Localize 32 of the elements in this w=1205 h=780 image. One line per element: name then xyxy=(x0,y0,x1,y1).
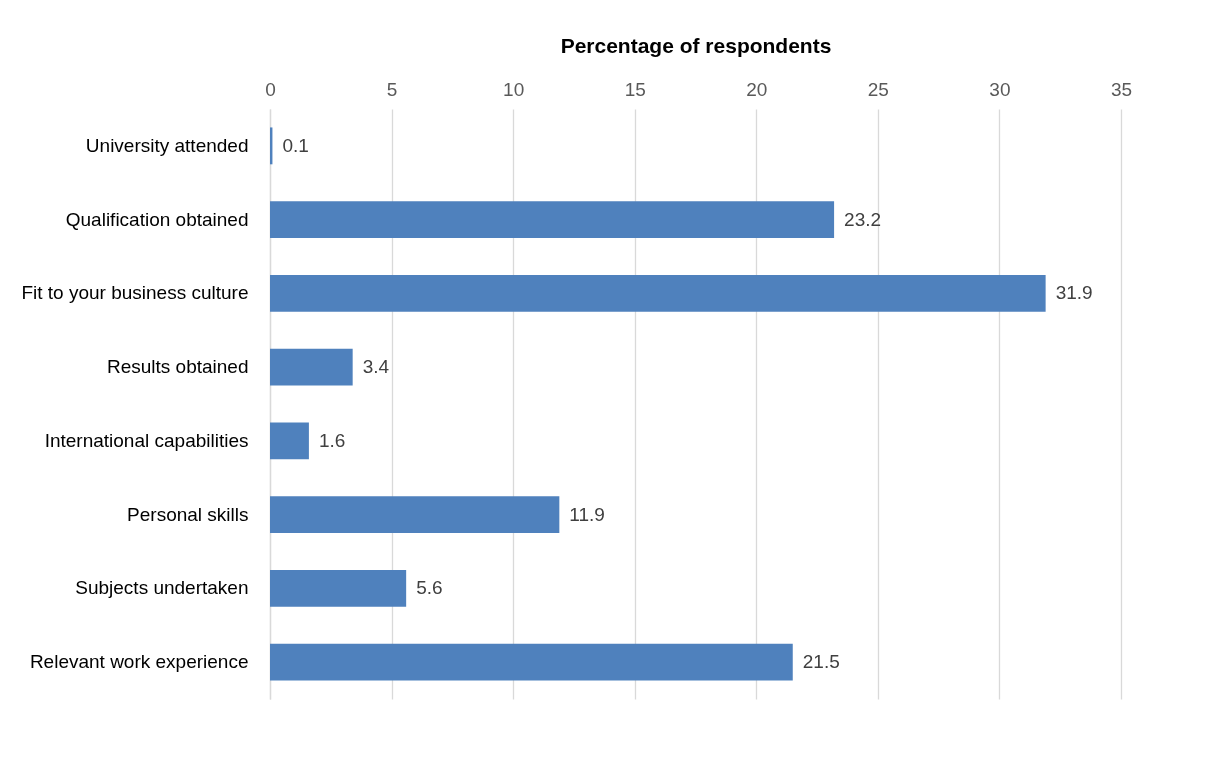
bar xyxy=(270,274,1046,312)
y-tick-label: International capabilities xyxy=(44,429,249,451)
bar xyxy=(270,201,835,239)
data-label: 3.4 xyxy=(362,356,390,378)
x-tick-label: 5 xyxy=(386,78,398,100)
data-label: 0.1 xyxy=(282,134,309,156)
y-tick-label: Qualification obtained xyxy=(65,208,249,230)
y-tick-label: Results obtained xyxy=(106,356,249,378)
data-label: 23.2 xyxy=(844,208,882,230)
x-tick-label: 20 xyxy=(746,78,768,100)
x-tick-label: 10 xyxy=(503,78,525,100)
data-label: 5.6 xyxy=(416,577,443,599)
x-tick-label: 15 xyxy=(624,78,646,100)
x-tick-label: 0 xyxy=(265,78,276,100)
y-tick-label: Personal skills xyxy=(127,503,249,525)
x-tick-label: 25 xyxy=(867,78,889,100)
bar xyxy=(270,348,353,386)
bar xyxy=(270,643,793,681)
y-tick-label: Fit to your business culture xyxy=(21,282,249,304)
y-tick-label: Relevant work experience xyxy=(29,651,249,673)
data-label: 31.9 xyxy=(1055,282,1093,304)
x-tick-label: 35 xyxy=(1110,78,1133,100)
x-tick-label: 30 xyxy=(989,78,1011,100)
data-label: 1.6 xyxy=(318,429,346,451)
x-axis-title: Percentage of respondents xyxy=(560,33,832,57)
bar xyxy=(270,422,309,460)
y-tick-label: University attended xyxy=(85,134,249,156)
data-label: 21.5 xyxy=(802,651,840,673)
bar xyxy=(270,496,560,534)
data-label: 11.9 xyxy=(569,503,605,525)
bar xyxy=(270,569,407,607)
y-tick-label: Subjects undertaken xyxy=(75,577,249,599)
